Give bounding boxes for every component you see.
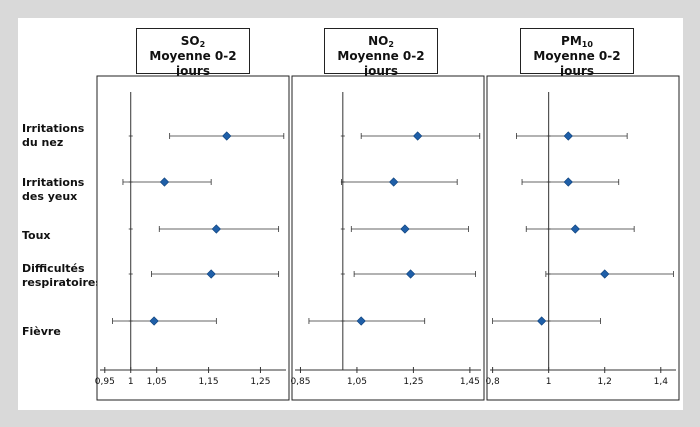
header-pm10-sub: 10 [581, 40, 593, 49]
x-tick-label-no2: 1,45 [460, 377, 480, 387]
x-tick-label-so2: 1,05 [147, 377, 167, 387]
header-so2-subtitle: Moyenne 0-2 jours [149, 49, 237, 78]
estimate-marker-pm10 [563, 177, 573, 187]
header-pm10-pollutant: PM [561, 34, 582, 48]
x-tick-label-so2: 1 [128, 377, 134, 387]
panel-frame-no2 [291, 75, 485, 401]
estimate-marker-so2 [211, 224, 221, 234]
estimate-marker-so2 [222, 131, 232, 141]
estimate-marker-pm10 [563, 131, 573, 141]
x-tick-label-pm10: 1,2 [598, 377, 612, 387]
row-label-respiratoires: Difficultés respiratoires [22, 262, 102, 289]
x-tick-label-so2: 1,15 [199, 377, 219, 387]
header-no2-subtitle: Moyenne 0-2 jours [337, 49, 425, 78]
header-no2: NO2 Moyenne 0-2 jours [324, 28, 438, 78]
header-so2-sub: 2 [199, 40, 206, 49]
estimate-marker-so2 [206, 269, 216, 279]
estimate-marker-so2 [149, 316, 159, 326]
estimate-marker-no2 [400, 224, 410, 234]
estimate-marker-pm10 [600, 269, 610, 279]
x-tick-label-pm10: 0,8 [485, 377, 500, 387]
row-label-fievre: Fièvre [22, 325, 61, 338]
x-tick-label-no2: 1,25 [403, 377, 423, 387]
header-pm10: PM10 Moyenne 0-2 jours [520, 28, 634, 78]
x-tick-label-pm10: 1 [546, 377, 552, 387]
header-so2-pollutant: SO [180, 34, 200, 48]
header-no2-sub: 2 [388, 40, 394, 49]
panel-frame-so2 [96, 75, 290, 401]
row-label-yeux: Irritations des yeux [22, 176, 85, 203]
header-no2-pollutant: NO [368, 34, 389, 48]
estimate-marker-pm10 [570, 224, 580, 234]
row-label-nez: Irritations du nez [22, 122, 85, 149]
row-label-toux: Toux [22, 229, 51, 242]
header-so2: SO2 Moyenne 0-2 jours [136, 28, 250, 78]
x-tick-label-pm10: 1,4 [654, 377, 669, 387]
panel-frame-pm10 [486, 75, 680, 401]
estimate-marker-no2 [356, 316, 366, 326]
x-tick-label-no2: 0,85 [290, 377, 310, 387]
estimate-marker-pm10 [537, 316, 547, 326]
header-pm10-subtitle: Moyenne 0-2 jours [533, 49, 621, 78]
x-tick-label-so2: 1,25 [250, 377, 270, 387]
estimate-marker-no2 [389, 177, 399, 187]
x-tick-label-so2: 0,95 [95, 377, 115, 387]
estimate-marker-no2 [405, 269, 416, 279]
estimate-marker-so2 [159, 177, 170, 187]
x-tick-label-no2: 1,05 [347, 377, 367, 387]
estimate-marker-no2 [413, 131, 423, 141]
